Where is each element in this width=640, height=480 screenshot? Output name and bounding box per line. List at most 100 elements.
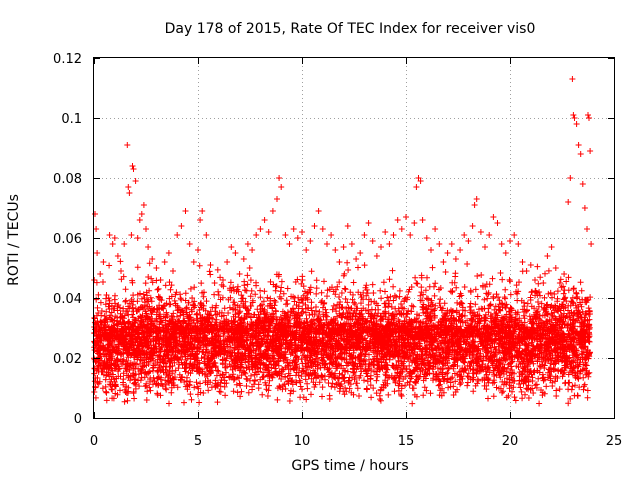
roti-point — [469, 223, 476, 229]
roti-point — [224, 259, 231, 265]
roti-point — [344, 223, 351, 229]
roti-point — [353, 256, 360, 262]
roti-point — [411, 220, 418, 226]
roti-point — [544, 253, 551, 259]
roti-point-cloud — [91, 258, 594, 407]
roti-point — [473, 196, 480, 202]
roti-point — [336, 259, 343, 265]
roti-point — [540, 280, 547, 286]
roti-point — [143, 226, 149, 232]
roti-point — [190, 259, 197, 265]
roti-point — [195, 247, 201, 253]
roti-point — [332, 247, 339, 253]
roti-point — [149, 256, 156, 262]
roti-point — [265, 229, 272, 235]
roti-point — [565, 199, 572, 205]
y-tick-label: 0.1 — [61, 112, 82, 127]
roti-point — [100, 259, 107, 265]
y-tick-label: 0.06 — [53, 232, 82, 247]
roti-point — [403, 214, 409, 220]
y-tick-label: 0.12 — [53, 52, 82, 67]
roti-point — [134, 235, 141, 241]
roti-point — [581, 205, 588, 211]
roti-point — [124, 142, 131, 148]
x-tick-label: 15 — [398, 434, 415, 449]
roti-point — [527, 262, 534, 268]
roti-point — [519, 259, 526, 265]
roti-point — [203, 232, 210, 238]
roti-point — [477, 229, 484, 235]
roti-point — [132, 178, 139, 184]
roti-point — [276, 175, 283, 181]
roti-point — [573, 121, 580, 127]
roti-point — [136, 217, 143, 223]
roti-point — [236, 271, 243, 277]
roti-point — [294, 235, 301, 241]
x-tick-label: 20 — [502, 434, 519, 449]
axis-ticks — [94, 58, 615, 419]
roti-point — [586, 115, 592, 121]
roti-point — [579, 181, 586, 187]
roti-point — [569, 76, 576, 82]
y-tick-label: 0.02 — [53, 352, 82, 367]
roti-point — [502, 250, 509, 256]
roti-point — [125, 184, 132, 190]
roti-point — [507, 238, 513, 244]
roti-point — [140, 202, 147, 208]
roti-point — [365, 220, 372, 226]
roti-point — [390, 232, 397, 238]
roti-point — [407, 232, 414, 238]
roti-point — [423, 235, 430, 241]
roti-point — [588, 241, 595, 247]
roti-point — [207, 262, 214, 268]
roti-point — [114, 253, 121, 259]
roti-point — [130, 166, 137, 172]
roti-point — [319, 226, 326, 232]
y-axis-title: ROTI / TECUs — [6, 194, 22, 286]
roti-point — [274, 196, 280, 202]
roti-point — [548, 244, 555, 250]
roti-point — [398, 226, 405, 232]
roti-point — [178, 223, 185, 229]
roti-point — [482, 244, 488, 250]
roti-point — [511, 232, 518, 238]
roti-point — [161, 259, 168, 265]
roti-point — [307, 238, 314, 244]
roti-point — [197, 217, 204, 223]
roti-point — [299, 229, 305, 235]
roti-point — [577, 151, 584, 157]
roti-point — [348, 241, 355, 247]
roti-point — [417, 178, 424, 184]
roti-point — [523, 268, 530, 274]
roti-point — [244, 241, 251, 247]
roti-point — [118, 268, 124, 274]
roti-point — [570, 112, 577, 118]
roti-point — [97, 271, 104, 277]
roti-point — [220, 277, 226, 283]
roti-point — [587, 148, 594, 154]
roti-point — [552, 265, 559, 271]
roti-point — [413, 184, 420, 190]
roti-point — [170, 268, 176, 274]
roti-point — [575, 142, 582, 148]
roti-point — [471, 202, 478, 208]
roti-point — [386, 241, 393, 247]
roti-point — [382, 229, 389, 235]
roti-point — [465, 238, 472, 244]
roti-point — [340, 244, 347, 250]
y-tick-labels: 0 0.02 0.04 0.06 0.08 0.1 0.12 — [53, 52, 82, 427]
roti-point — [373, 253, 380, 259]
roti-point — [128, 232, 135, 238]
x-tick-label: 25 — [606, 434, 623, 449]
roti-point — [182, 208, 189, 214]
roti-point — [145, 244, 152, 250]
roti-point — [228, 244, 235, 250]
roti-point — [138, 211, 145, 217]
roti-point — [452, 256, 459, 262]
roti-point — [324, 241, 330, 247]
roti-point — [490, 214, 497, 220]
y-tick-label: 0.04 — [53, 292, 82, 307]
roti-point — [361, 232, 368, 238]
roti-point — [444, 250, 451, 256]
roti-point — [448, 241, 455, 247]
